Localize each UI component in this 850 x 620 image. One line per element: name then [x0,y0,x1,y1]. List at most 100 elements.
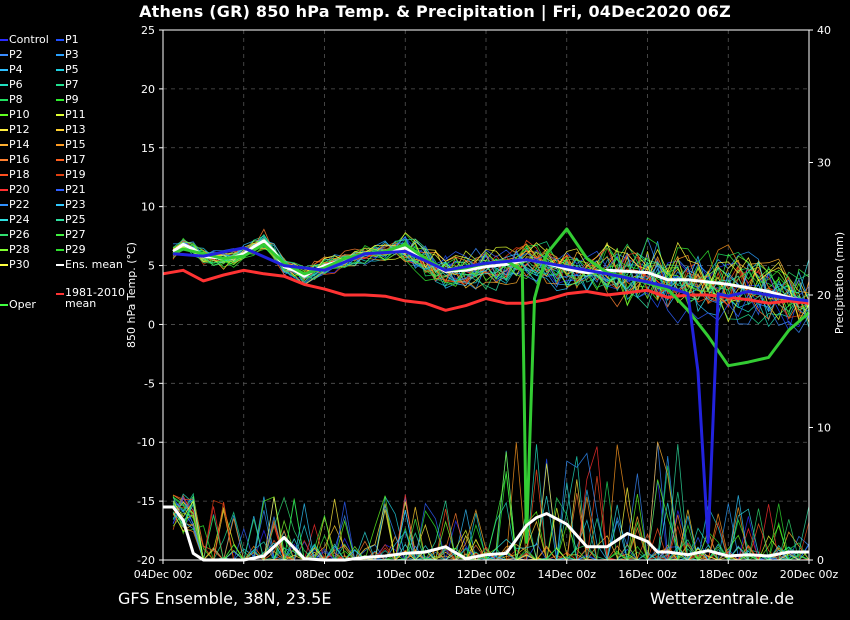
y2-tick-label: 20 [817,289,831,302]
y2-tick-label: 0 [817,554,824,567]
legend-swatch [0,69,8,71]
legend-label: P1 [65,33,79,46]
y-tick-label: 15 [141,142,155,155]
legend-swatch [56,219,64,221]
legend-label: 1981-2010 mean [65,286,125,310]
legend-label: Control [9,33,49,46]
legend-label: P19 [65,168,86,181]
legend-swatch [56,159,64,161]
legend-label: P7 [65,78,79,91]
x-axis-label: Date (UTC) [455,584,515,597]
x-tick-label: 14Dec 00z [537,568,596,581]
axes-layer: 25 20 15 10 5 0 -5 -10 -15 -20 40 30 20 10 0 04Dec 00z 0… [134,24,839,581]
legend-swatch [0,144,8,146]
y-tick-label: 5 [148,260,155,273]
member-precip-line [172,446,810,561]
legend-label: P8 [9,93,23,106]
legend-swatch [0,304,8,306]
y2-axis-label: Precipitation (mm) [833,232,846,334]
legend-label: P25 [65,213,86,226]
legend-swatch [0,174,8,176]
legend-label: P3 [65,48,79,61]
y-tick-label: -5 [144,377,155,390]
legend-label: Oper [9,298,36,311]
legend-swatch [0,159,8,161]
legend-label: P17 [65,153,86,166]
legend-label: P16 [9,153,30,166]
legend-swatch [0,204,8,206]
legend-swatch [0,99,8,101]
legend-swatch [56,144,64,146]
legend-swatch [56,69,64,71]
legend-swatch [0,264,8,266]
legend-swatch [56,249,64,251]
x-tick-label: 18Dec 00z [699,568,758,581]
legend-swatch [0,189,8,191]
chart-title: Athens (GR) 850 hPa Temp. & Precipitatio… [139,2,731,21]
legend-label: P24 [9,213,30,226]
legend-label: P15 [65,138,86,151]
y-tick-label: 20 [141,83,155,96]
x-tick-label: 06Dec 00z [214,568,273,581]
legend-swatch [56,234,64,236]
legend-label: P27 [65,228,86,241]
legend-label: P5 [65,63,79,76]
legend-swatch [56,54,64,56]
legend-swatch [0,249,8,251]
x-tick-label: 10Dec 00z [376,568,435,581]
y-axis-label: 850 hPa Temp. (°C) [125,242,138,348]
legend-label: P14 [9,138,30,151]
legend-swatch [0,129,8,131]
legend-label: P29 [65,243,86,256]
y-tick-label: 10 [141,201,155,214]
legend-label: P4 [9,63,23,76]
legend-swatch [0,114,8,116]
legend-swatch [56,204,64,206]
legend-label: P30 [9,258,30,271]
legend-swatch [0,219,8,221]
member-precip-line [172,482,809,562]
legend-swatch [0,234,8,236]
legend-swatch [56,174,64,176]
y2-tick-label: 30 [817,157,831,170]
x-tick-label: 04Dec 00z [134,568,193,581]
legend-label: P26 [9,228,30,241]
legend-swatch [56,264,64,266]
y-tick-label: -10 [137,436,155,449]
legend-label: P6 [9,78,23,91]
legend-label: P23 [65,198,86,211]
x-tick-label: 20Dec 00z [780,568,839,581]
legend-label: P21 [65,183,86,196]
legend-swatch [56,189,64,191]
legend-label: P13 [65,123,86,136]
legend-swatch [56,39,64,41]
legend-label: P20 [9,183,30,196]
legend-swatch [56,129,64,131]
x-tick-label: 08Dec 00z [295,568,354,581]
legend-swatch [56,114,64,116]
y2-tick-label: 40 [817,24,831,37]
y-tick-label: -15 [137,495,155,508]
y-tick-label: -20 [137,554,155,567]
legend-label: Ens. mean [65,258,123,271]
legend-label: P9 [65,93,79,106]
legend-swatch [56,99,64,101]
legend-swatch [0,84,8,86]
y-tick-label: 0 [148,318,155,331]
legend-swatch [0,54,8,56]
legend-label: P2 [9,48,23,61]
legend-swatch [56,84,64,86]
site-credit: Wetterzentrale.de [650,589,795,608]
legend-label: P12 [9,123,30,136]
x-tick-label: 16Dec 00z [618,568,677,581]
legend-label: P18 [9,168,30,181]
legend-label: P22 [9,198,30,211]
series-1981-2010-mean [162,268,810,312]
series-control [172,246,810,544]
x-tick-label: 12Dec 00z [457,568,516,581]
legend-label: P11 [65,108,86,121]
y2-tick-label: 10 [817,422,831,435]
legend-label: P10 [9,108,30,121]
legend-swatch [56,293,64,295]
